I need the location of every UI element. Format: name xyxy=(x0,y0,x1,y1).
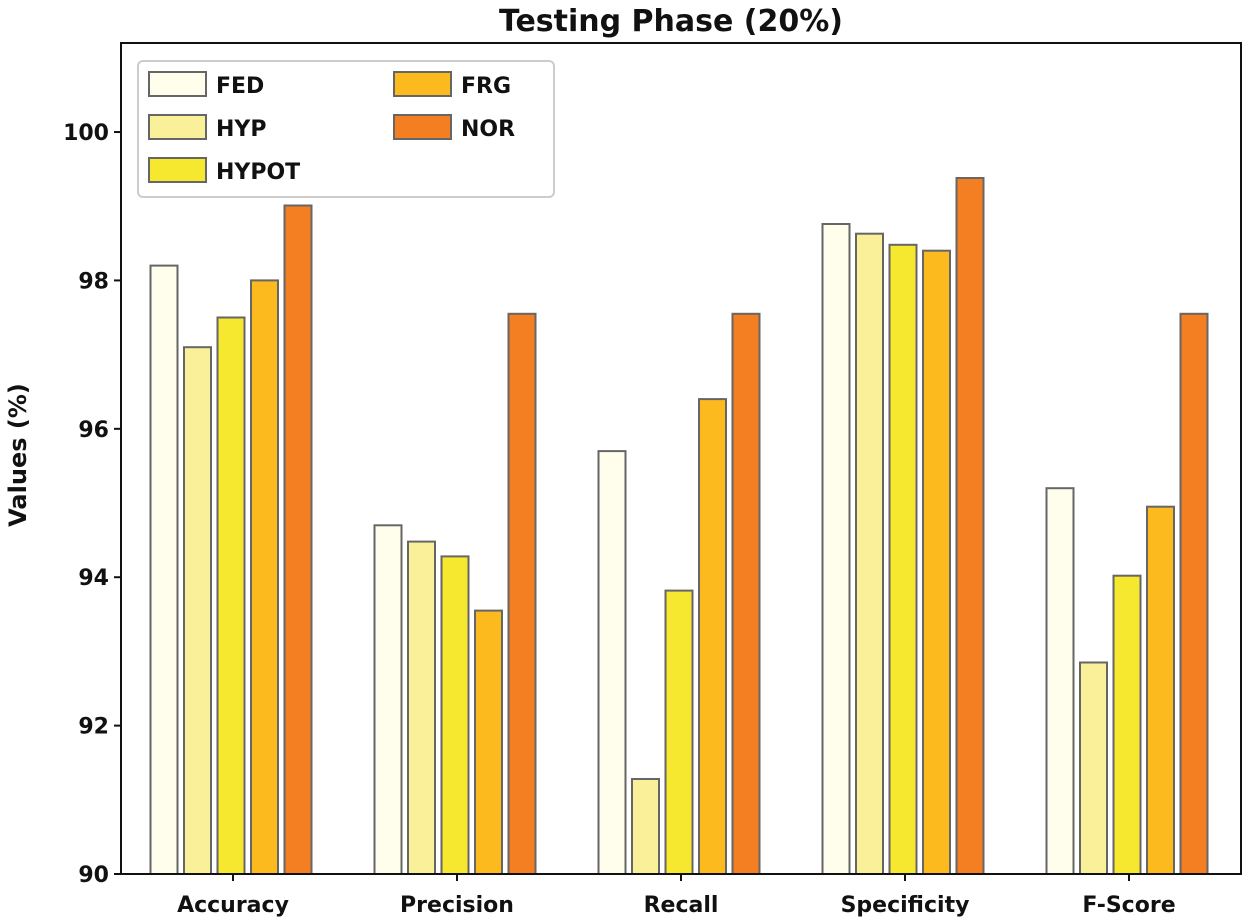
legend-swatch-frg xyxy=(393,71,452,97)
legend-label-frg: FRG xyxy=(461,74,511,99)
bar-hypot-precision xyxy=(440,555,470,876)
bar-hyp-recall xyxy=(631,778,660,875)
axes-layer: Accuracy Precision Recall Specificity F-Scor… xyxy=(63,42,1242,918)
legend-label-hypot: HYPOT xyxy=(216,160,300,185)
y-tick-label: 96 xyxy=(78,418,109,443)
legend-label-fed: FED xyxy=(216,74,264,99)
legend-label-hyp: HYP xyxy=(216,117,266,142)
bar-hyp-precision xyxy=(407,540,436,875)
bar-nor-specificity xyxy=(955,177,985,875)
bar-frg-f-score xyxy=(1146,505,1175,875)
bar-fed-specificity xyxy=(821,223,851,875)
bar-frg-accuracy xyxy=(250,279,279,875)
chart-title: Testing Phase (20%) xyxy=(499,4,843,39)
bar-hypot-f-score xyxy=(1112,574,1142,875)
bar-hypot-accuracy xyxy=(216,316,246,875)
bar-nor-recall xyxy=(731,312,761,875)
y-tick-label: 100 xyxy=(63,121,109,146)
bar-fed-accuracy xyxy=(149,264,179,876)
bar-nor-precision xyxy=(507,312,537,875)
legend-label-nor: NOR xyxy=(461,117,515,142)
bar-hyp-specificity xyxy=(855,232,884,875)
bar-hyp-f-score xyxy=(1079,661,1108,875)
y-tick-label: 98 xyxy=(78,269,109,294)
bar-frg-recall xyxy=(698,398,727,875)
bar-fed-recall xyxy=(597,450,627,875)
bar-fed-f-score xyxy=(1045,487,1075,875)
legend: FED HYP HYPOT FRG NOR xyxy=(137,60,555,198)
legend-swatch-nor xyxy=(393,114,452,140)
plot-frame xyxy=(120,42,1242,875)
legend-swatch-fed xyxy=(148,71,207,97)
bar-nor-f-score xyxy=(1179,312,1209,875)
y-tick-label: 90 xyxy=(78,863,109,888)
y-axis-label: Values (%) xyxy=(4,383,32,527)
x-tick-label: Accuracy xyxy=(177,893,289,918)
bar-frg-specificity xyxy=(922,249,951,875)
y-tick-label: 92 xyxy=(78,715,109,740)
bar-hypot-recall xyxy=(664,589,694,875)
bar-nor-accuracy xyxy=(283,204,313,875)
legend-swatch-hypot xyxy=(148,157,207,183)
y-tick-label: 94 xyxy=(78,566,109,591)
bars-layer xyxy=(149,177,1209,876)
bar-fed-precision xyxy=(373,524,403,875)
bar-frg-precision xyxy=(474,609,503,875)
bar-hypot-specificity xyxy=(888,243,918,876)
x-tick-label: F-Score xyxy=(1082,893,1175,918)
x-tick-label: Specificity xyxy=(841,893,970,918)
bar-hyp-accuracy xyxy=(183,346,212,875)
x-tick-label: Recall xyxy=(644,893,719,918)
legend-swatch-hyp xyxy=(148,114,207,140)
x-tick-label: Precision xyxy=(400,893,514,918)
